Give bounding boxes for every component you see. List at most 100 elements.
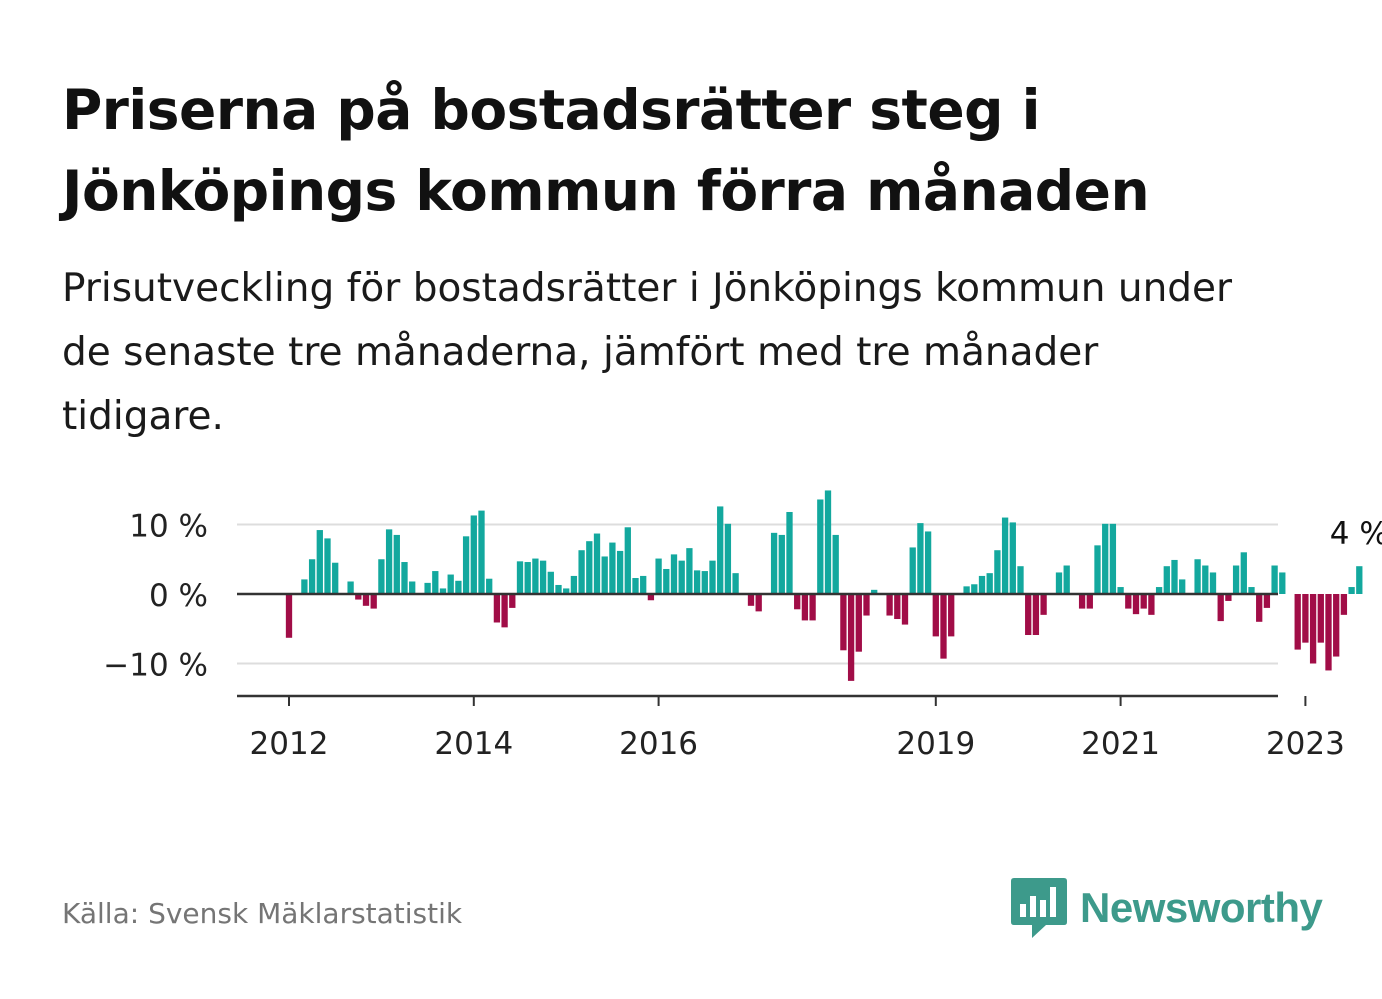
bar — [324, 538, 331, 594]
bar — [578, 550, 585, 594]
bar — [1356, 566, 1363, 594]
bar — [1109, 523, 1117, 594]
bar — [524, 562, 531, 594]
bar — [747, 594, 755, 606]
bar — [1171, 559, 1178, 594]
bar — [1279, 572, 1286, 594]
bar — [285, 594, 293, 638]
axes — [237, 592, 1307, 706]
bar — [663, 568, 670, 594]
bar — [701, 571, 708, 594]
bar — [1271, 565, 1278, 594]
bar — [801, 594, 809, 621]
bar — [1063, 565, 1070, 594]
bar — [909, 547, 916, 594]
bar — [1163, 566, 1170, 594]
x-tick-label: 2014 — [434, 726, 513, 762]
y-tick-label: −10 % — [103, 648, 208, 684]
bar — [409, 581, 416, 594]
bar — [1117, 587, 1124, 594]
bar — [817, 499, 824, 594]
x-tick-label: 2016 — [619, 726, 698, 762]
bar — [370, 594, 377, 609]
bar — [301, 579, 308, 594]
bar — [555, 584, 562, 594]
bar — [470, 515, 477, 594]
bar — [1248, 587, 1255, 594]
bar — [978, 575, 986, 594]
bar — [332, 562, 339, 594]
bar — [832, 534, 839, 594]
bar — [601, 556, 608, 594]
bar — [432, 571, 439, 594]
x-tick-label: 2012 — [250, 726, 329, 762]
bar — [1001, 517, 1009, 594]
bar — [1132, 594, 1140, 615]
bar — [1017, 566, 1024, 594]
bar — [1325, 594, 1332, 671]
bar — [1217, 594, 1224, 622]
bar — [871, 589, 878, 594]
bar — [308, 559, 316, 594]
bar — [1194, 559, 1201, 594]
bar — [1009, 522, 1016, 594]
bar — [1125, 594, 1132, 609]
bar — [863, 594, 870, 616]
bar — [355, 594, 362, 600]
bar — [1102, 523, 1109, 594]
bar — [855, 594, 862, 652]
bar — [1078, 594, 1086, 609]
bar — [1055, 572, 1063, 594]
bar — [901, 594, 909, 625]
bar — [824, 490, 832, 594]
bar — [963, 586, 970, 594]
bar — [1225, 594, 1232, 601]
bar — [778, 534, 785, 594]
bar — [940, 594, 947, 659]
bar — [1040, 594, 1047, 615]
bar — [447, 574, 454, 594]
bar — [563, 588, 570, 594]
bar — [724, 523, 732, 594]
bar — [462, 536, 470, 594]
bar — [948, 594, 955, 637]
bar — [1333, 594, 1340, 657]
bar — [717, 506, 724, 594]
bar — [655, 558, 662, 594]
bar — [1294, 594, 1301, 650]
bar — [509, 594, 516, 608]
bar — [609, 542, 616, 594]
bar — [924, 531, 932, 594]
bar — [586, 541, 593, 594]
bar — [1256, 594, 1263, 622]
bar — [886, 594, 893, 616]
bar — [647, 594, 655, 601]
bar — [455, 580, 462, 594]
bar — [424, 582, 431, 594]
bar — [539, 560, 547, 594]
chart-subtitle: Prisutveckling för bostadsrätter i Jönkö… — [62, 266, 1233, 439]
bar — [1348, 587, 1355, 594]
bar — [1309, 594, 1317, 664]
bar — [493, 594, 501, 623]
last-value-annotation: 4 % — [1330, 516, 1382, 552]
brand-name: Newsworthy — [1080, 884, 1323, 931]
bar — [1155, 587, 1163, 594]
bar — [1340, 594, 1348, 615]
bar — [1317, 594, 1324, 643]
bar — [1263, 594, 1271, 608]
bar — [1140, 594, 1147, 609]
bar — [1202, 565, 1209, 594]
tick-labels: 10 % 0 % −10 % 2012 2014 2016 2019 2021 2023 4 % — [103, 509, 1382, 763]
bar — [786, 511, 793, 594]
bar — [971, 584, 978, 594]
y-tick-label: 0 % — [149, 578, 208, 614]
bar — [1232, 565, 1240, 594]
bar — [347, 581, 354, 594]
bar — [994, 550, 1001, 594]
bar — [640, 575, 647, 594]
bar — [1209, 572, 1217, 594]
bar — [986, 573, 993, 594]
bar — [770, 532, 778, 594]
bar — [686, 548, 693, 594]
